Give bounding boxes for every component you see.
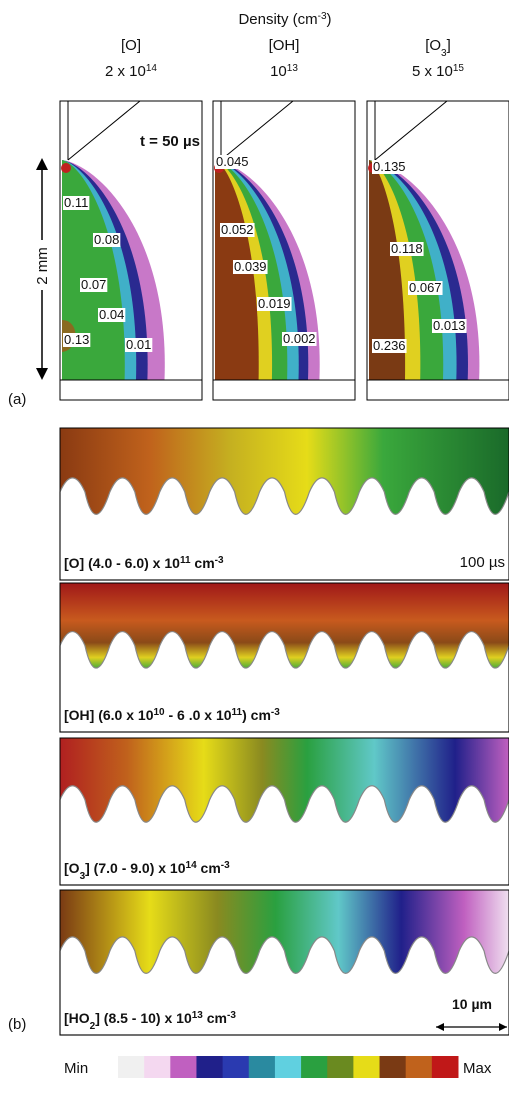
panel-label: (b) (8, 1016, 26, 1033)
scale-exp: 13 (287, 63, 299, 74)
scale-label: 2 mm (34, 247, 51, 285)
caption-part: [OH] (6.0 x 10 (64, 707, 154, 723)
scale-exp: 15 (453, 63, 465, 74)
contour-label: 0.04 (99, 307, 124, 322)
scale-text: 10 (270, 63, 287, 80)
electrode-tip (61, 163, 71, 173)
caption-part: ] (7.0 - 9.0) x 10 (85, 860, 186, 876)
contour-label: 0.052 (221, 222, 254, 237)
scale-value: 5 x 1015 (412, 63, 464, 81)
figure: Density (cm-3) (a) (b) 2 mm [O]2 x 10140… (0, 0, 509, 1091)
colorbar-max: Max (463, 1060, 492, 1077)
contour-label: 0.039 (234, 259, 267, 274)
contour-label: 0.019 (258, 296, 291, 311)
caption-part: cm (191, 555, 215, 571)
time-label: t = 50 µs (140, 133, 200, 150)
caption-part: -3 (215, 555, 224, 566)
colorbar-swatch (301, 1056, 328, 1078)
panel-label: (a) (8, 391, 26, 408)
caption-part: [O (64, 860, 80, 876)
colorbar-swatch (406, 1056, 433, 1078)
colorbar-swatch (223, 1056, 250, 1078)
title-end: ) (327, 11, 332, 28)
scale-text: 5 x 10 (412, 63, 453, 80)
row-caption: [O] (4.0 - 6.0) x 1011 cm-3 (64, 555, 224, 572)
caption-part: 13 (192, 1010, 204, 1021)
colorbar-swatch (144, 1056, 171, 1078)
contour-label: 0.08 (94, 232, 119, 247)
species-label: [O] (121, 37, 141, 54)
title-text: Density (cm (238, 11, 317, 28)
caption-part: 11 (232, 707, 243, 718)
contour-label: 0.135 (373, 159, 406, 174)
caption-part: cm (203, 1010, 227, 1026)
contour-label: 0.13 (64, 332, 89, 347)
colorbar-swatch (432, 1056, 459, 1078)
time-label: 100 µs (460, 554, 505, 571)
colorbar-swatch (118, 1056, 145, 1078)
scale-value: 2 x 1014 (105, 63, 157, 81)
contour-label: 0.11 (64, 195, 88, 210)
colorbar-min: Min (64, 1060, 88, 1077)
contour-label: 0.067 (409, 280, 442, 295)
contour-label: 0.013 (433, 318, 466, 333)
contour-label: 0.01 (126, 337, 151, 352)
caption-part: -3 (227, 1010, 236, 1021)
colorbar-swatch (327, 1056, 354, 1078)
caption-part: [HO (64, 1010, 90, 1026)
contour-label: 0.045 (216, 154, 249, 169)
species-text: [O (425, 37, 441, 54)
caption-part: [O] (4.0 - 6.0) x 10 (64, 555, 180, 571)
scale-text: 2 x 10 (105, 63, 146, 80)
scale-value: 1013 (270, 63, 298, 81)
caption-part: 10 (153, 707, 165, 718)
contour-label: 0.002 (283, 331, 316, 346)
species-label: [OH] (269, 37, 300, 54)
contour-label: 0.118 (391, 241, 423, 256)
column-image (367, 101, 509, 400)
contour-label: 0.236 (373, 338, 406, 353)
colorbar-swatch (249, 1056, 276, 1078)
species-label: [O3] (425, 37, 451, 59)
caption-part: -3 (221, 860, 230, 871)
figure-title: Density (cm-3) (238, 11, 331, 29)
page: Density (cm-3) (a) (b) 2 mm [O]2 x 10140… (0, 0, 509, 1091)
colorbar-swatch (196, 1056, 223, 1078)
colorbar-swatch (170, 1056, 197, 1078)
caption-part: - 6 .0 x 10 (165, 707, 232, 723)
colorbar-swatch (353, 1056, 380, 1078)
column-image (213, 101, 355, 400)
caption-part: 11 (180, 555, 191, 566)
caption-part: 14 (186, 860, 198, 871)
scale-exp: 14 (146, 63, 158, 74)
species-end: ] (447, 37, 451, 54)
caption-part: -3 (271, 707, 280, 718)
caption-part: ) cm (242, 707, 271, 723)
colorbar-swatch (275, 1056, 302, 1078)
scale-label: 10 µm (452, 996, 492, 1012)
species-text: [OH] (269, 37, 300, 54)
row-caption: [OH] (6.0 x 1010 - 6 .0 x 1011) cm-3 (64, 707, 280, 724)
caption-part: ] (8.5 - 10) x 10 (95, 1010, 192, 1026)
caption-part: cm (197, 860, 221, 876)
colorbar-swatch (380, 1056, 407, 1078)
contour-label: 0.07 (81, 277, 106, 292)
species-text: [O] (121, 37, 141, 54)
